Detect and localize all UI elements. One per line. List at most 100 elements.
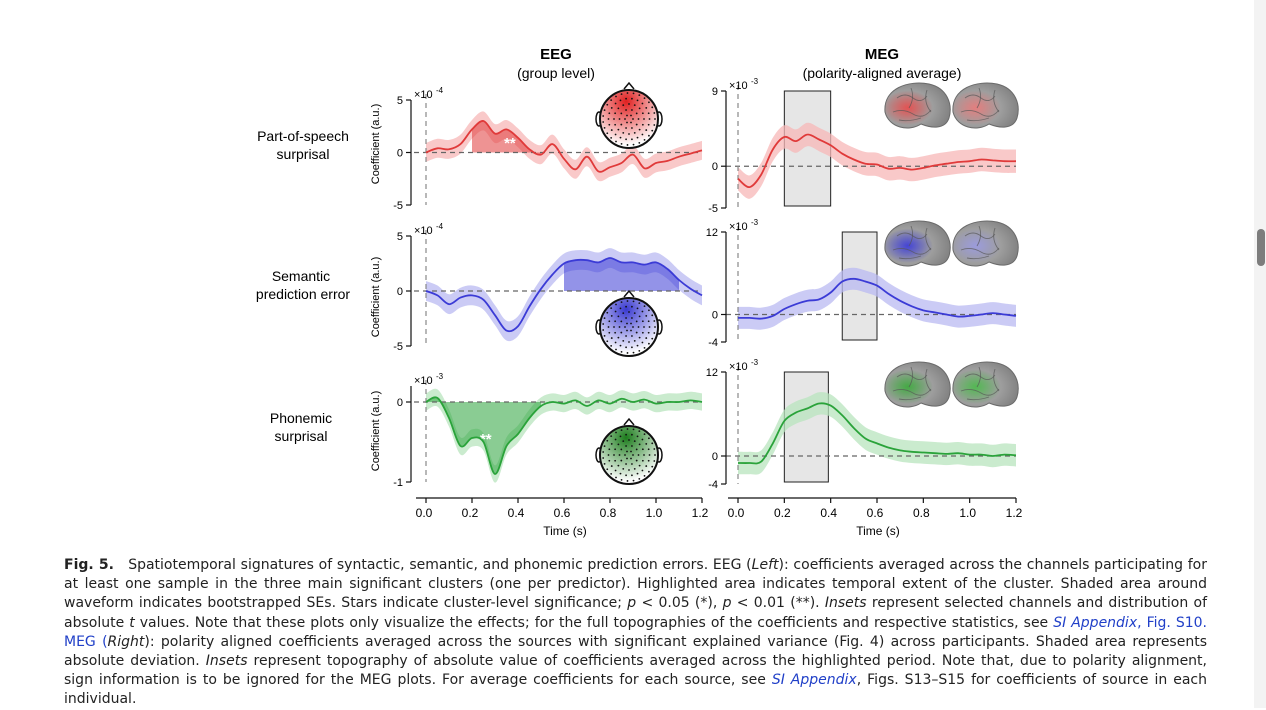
electrode [638,94,641,97]
scalp [599,89,659,149]
sulcus [966,255,990,260]
electrode [610,435,613,437]
electrode [632,92,635,95]
electrode [641,448,644,451]
electrode [610,473,613,475]
electrode [619,472,622,475]
electrode [622,131,625,134]
scrollbar-track[interactable] [1254,0,1266,708]
caption-insets: Insets [205,653,248,670]
sulcus [896,94,928,101]
electrode [613,118,615,120]
electrode [614,133,617,136]
electrode [618,326,621,328]
electrode [603,445,606,448]
row-label-pos-1: Part-of-speech [257,128,349,144]
electrode [610,465,613,467]
cortex [952,82,1019,129]
electrode [651,465,654,468]
electrode [602,323,605,325]
sulcus [908,225,914,247]
eeg-x-axis: 0.0 0.2 0.4 0.6 0.8 1.0 1.2 [416,497,709,520]
caption-p: p [722,595,732,612]
electrode [626,352,629,354]
electrode [606,311,609,314]
electrode [614,341,617,344]
y-tick-label: 0 [712,451,718,463]
electrode [641,123,644,126]
y-exponent: ×10 [729,221,748,233]
electrode [626,114,628,117]
si-appendix-link[interactable]: SI Appendix [1053,614,1138,631]
electrode [626,480,629,482]
electrode [607,454,610,456]
electrode [641,102,644,105]
electrode [626,121,628,124]
electrode [620,331,623,334]
sulcus [993,227,1000,251]
electrode [631,445,633,447]
electrode [620,351,623,353]
y-tick-label: 0 [397,148,403,160]
electrode [613,326,615,328]
electrode [643,138,646,141]
si-appendix-link[interactable]: SI Appendix [771,672,857,689]
meg-brain-inset-left-2 [884,220,951,267]
electrode [637,326,640,328]
y-tick-label: 0 [397,397,403,409]
row-label-phon-1: Phonemic [270,410,332,426]
electrode [653,448,656,450]
electrode [625,445,627,447]
electrode [638,302,641,305]
electrode [635,320,638,323]
electrode [606,103,609,106]
scrollbar-thumb[interactable] [1257,229,1265,266]
sulcus [908,366,914,388]
caption-text: represent selected channels and distribu… [64,595,1207,631]
sulcus [966,396,990,401]
caption-text: < 0.01 (**). [731,595,825,612]
electrode [641,310,644,313]
electrode [632,118,634,120]
y-exponent-power: -3 [751,77,759,86]
electrode [648,309,650,312]
highlight-window [783,371,829,483]
meg-brain-inset-left-3 [884,361,951,408]
electrode [625,317,627,319]
electrode [622,339,625,342]
electrode [603,462,606,465]
x-tick-label: 0.4 [508,506,525,520]
sulcus [898,255,922,260]
sulcus [964,94,996,101]
electrode [610,107,613,109]
electrode [643,346,646,349]
y-tick-label: -4 [708,479,718,491]
electrode [618,454,621,456]
electrode [617,443,620,446]
electrode [641,112,644,115]
electrode [648,470,650,473]
electrode [615,476,617,479]
electrode [633,312,636,315]
sulcus [993,368,1000,392]
electrode [632,351,635,354]
electrode [641,459,644,462]
caption-text: , Figs. S13–S15 for coefficients of sour… [64,672,1207,708]
sulcus [925,368,932,392]
y-exponent-power: -3 [751,358,759,367]
electrode [624,326,626,328]
x-tick-label: 0.6 [554,506,571,520]
electrode [602,457,605,459]
meg-panel-3: 12 0 -4 ×10 -3 [706,358,1017,491]
electrode [626,457,628,460]
eeg-subtitle: (group level) [517,65,595,81]
electrode [647,112,650,115]
sulcus [976,87,982,109]
sulcus [964,373,996,380]
cortex [884,82,951,129]
electrode [631,305,633,308]
electrode [643,305,646,308]
electrode [651,314,654,317]
x-tick-label: 0.8 [600,506,617,520]
sulcus [993,89,1000,113]
